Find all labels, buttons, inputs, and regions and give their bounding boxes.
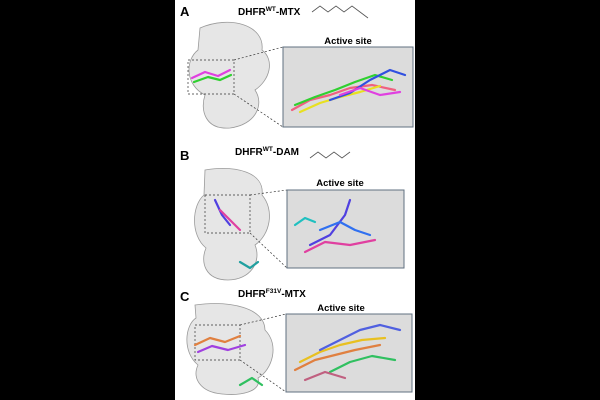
protein-structure — [194, 168, 270, 281]
ligand-sticks — [193, 334, 242, 347]
ligand-sticks — [318, 323, 402, 352]
inset-title: Active site — [317, 303, 365, 314]
ligand-sticks — [338, 86, 402, 97]
title-superscript: WT — [263, 146, 273, 153]
panel-label: B — [180, 148, 189, 163]
inset-title: Active site — [324, 36, 372, 47]
ligand-sticks — [328, 68, 407, 102]
panel-title: DHFRWT-DAM — [235, 146, 299, 158]
zoom-box — [204, 194, 251, 234]
ligand-sticks — [190, 68, 232, 80]
ligand-sticks — [303, 238, 377, 254]
title-suffix: -MTX — [276, 7, 301, 18]
zoom-line — [233, 46, 284, 61]
ligand-structure — [309, 151, 351, 159]
ligand-sticks — [328, 354, 397, 374]
panel-label: A — [180, 4, 190, 19]
title-main: DHFR — [238, 7, 267, 18]
ligand-sticks — [218, 208, 242, 232]
title-superscript: WT — [266, 6, 276, 13]
zoom-line — [249, 232, 288, 269]
ligand-sticks — [318, 220, 372, 237]
ligand-sticks — [290, 83, 397, 112]
inset-image — [286, 189, 405, 269]
title-main: DHFR — [238, 289, 267, 300]
title-suffix: -DAM — [273, 147, 299, 158]
zoom-line — [239, 359, 287, 393]
title-main: DHFR — [235, 147, 264, 158]
title-suffix: -MTX — [281, 289, 306, 300]
panel-title: DHFRWT-MTX — [238, 6, 301, 18]
ligand-structure — [311, 5, 369, 19]
ligand-sticks — [293, 216, 317, 227]
ligand-sticks — [308, 198, 352, 247]
ligand-sticks — [298, 336, 387, 364]
inset-title: Active site — [316, 178, 364, 189]
ligand-sticks — [192, 73, 233, 84]
ligand-sticks — [303, 370, 347, 382]
ligand-sticks — [196, 343, 247, 354]
ligand-sticks — [293, 343, 382, 372]
title-superscript: F31V — [266, 288, 282, 295]
panel-title: DHFRF31V-MTX — [238, 288, 306, 300]
ligand-sticks — [238, 376, 264, 387]
ligand-sticks — [213, 198, 232, 227]
inset-image — [282, 46, 414, 128]
panel-label: C — [180, 289, 190, 304]
ligand-sticks — [238, 260, 260, 270]
zoom-line — [233, 93, 284, 128]
